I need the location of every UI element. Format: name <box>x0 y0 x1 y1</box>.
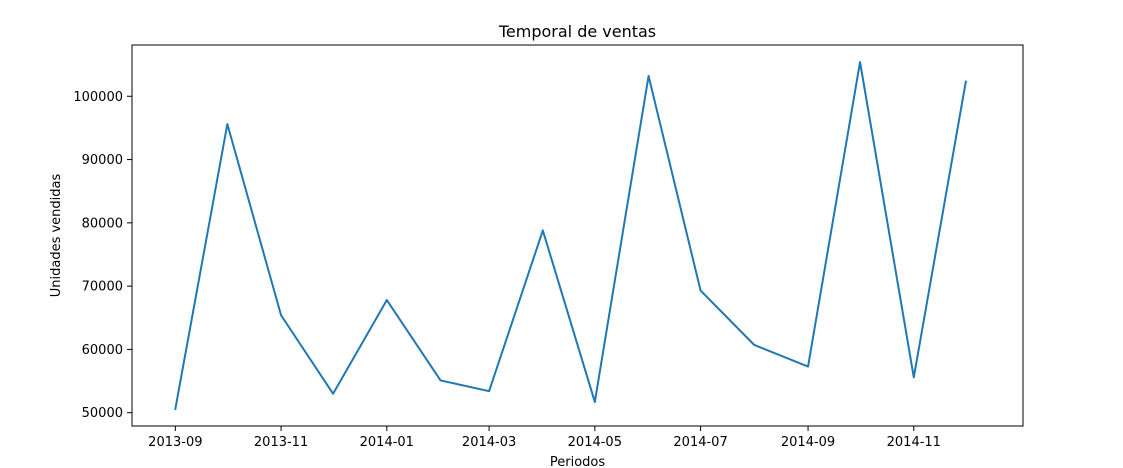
data-point <box>859 61 861 63</box>
data-point <box>964 80 967 83</box>
x-tick-label: 2013-09 <box>148 435 202 450</box>
y-tick-label: 50000 <box>82 406 123 421</box>
y-tick-label: 100000 <box>73 90 123 105</box>
data-point <box>226 123 229 125</box>
y-tick-label: 70000 <box>82 280 123 295</box>
x-tick-label: 2014-11 <box>887 435 941 450</box>
series-line <box>174 61 967 411</box>
x-tick-label: 2014-01 <box>360 435 414 450</box>
x-tick-label: 2014-03 <box>462 435 516 450</box>
x-tick-label: 2014-09 <box>781 435 835 450</box>
x-tick-label: 2014-07 <box>673 435 727 450</box>
data-point <box>386 299 388 301</box>
data-point <box>439 379 442 382</box>
plot-area: 2013-09 2013-11 2014-01 2014-03 2014-05 2014-… <box>73 44 1024 450</box>
data-point <box>912 376 915 379</box>
plot-frame <box>131 44 1024 427</box>
x-axis-label: Periodos <box>550 455 605 468</box>
y-tick-label: 80000 <box>82 216 123 231</box>
x-tick-label: 2013-11 <box>254 435 308 450</box>
data-point <box>594 401 596 403</box>
series-layer <box>174 61 967 411</box>
data-point <box>647 75 650 77</box>
data-point <box>753 344 756 346</box>
data-point <box>542 229 544 232</box>
data-point <box>488 390 490 392</box>
chart-title: Temporal de ventas <box>498 22 656 41</box>
data-point <box>332 392 334 395</box>
y-tick-label: 60000 <box>82 343 123 358</box>
y-tick-label: 90000 <box>82 153 123 168</box>
y-axis-ticks: 50000 60000 70000 80000 90000 100000 <box>73 90 132 421</box>
data-point <box>699 289 702 292</box>
data-point <box>174 408 177 410</box>
x-axis-ticks: 2013-09 2013-11 2014-01 2014-03 2014-05 2014-… <box>148 426 941 450</box>
data-point <box>807 365 809 368</box>
data-point <box>280 314 282 317</box>
y-axis-label: Unidades vendidas <box>49 174 64 298</box>
x-tick-label: 2014-05 <box>568 435 622 450</box>
